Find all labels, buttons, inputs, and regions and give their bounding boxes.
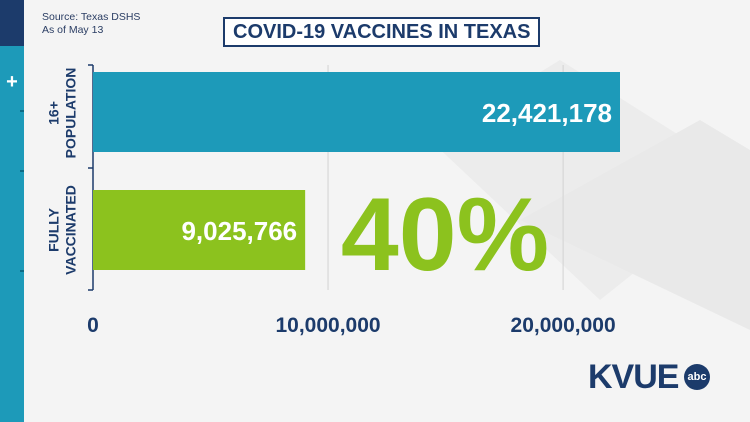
accent-tick: [20, 110, 24, 112]
category-label: 16+ POPULATION: [46, 68, 79, 159]
abc-badge: abc: [684, 364, 710, 390]
category-label-line: VACCINATED: [63, 185, 79, 275]
chart-title: COVID-19 VACCINES IN TEXAS: [223, 17, 541, 47]
accent-tick: [20, 270, 24, 272]
date-line: As of May 13: [42, 24, 104, 36]
category-label: FULLY VACCINATED: [46, 185, 79, 275]
source-note: Source: Texas DSHS As of May 13: [42, 11, 140, 37]
source-line: Source: Texas DSHS: [42, 11, 141, 23]
category-label-line: FULLY: [46, 207, 62, 251]
bar-value-label: 22,421,178: [482, 98, 612, 128]
accent-bar-navy: [0, 0, 24, 46]
category-label-line: POPULATION: [63, 68, 79, 159]
plus-icon: +: [6, 71, 18, 93]
x-tick-label: 10,000,000: [275, 314, 380, 337]
vaccinated-percent: 40%: [341, 177, 549, 293]
accent-tick: [20, 170, 24, 172]
accent-bar-teal: [0, 46, 24, 422]
left-accent-bar: +: [0, 0, 24, 422]
bar-value-label: 9,025,766: [181, 216, 297, 246]
kvue-logo: KVUE abc: [588, 357, 718, 397]
logo-wordmark: KVUE: [588, 358, 679, 396]
x-tick-label: 0: [87, 314, 99, 337]
bar-vaccinated: [93, 190, 306, 270]
bar-population: [93, 72, 620, 152]
category-label-line: 16+: [46, 101, 62, 125]
x-tick-label: 20,000,000: [511, 314, 616, 337]
